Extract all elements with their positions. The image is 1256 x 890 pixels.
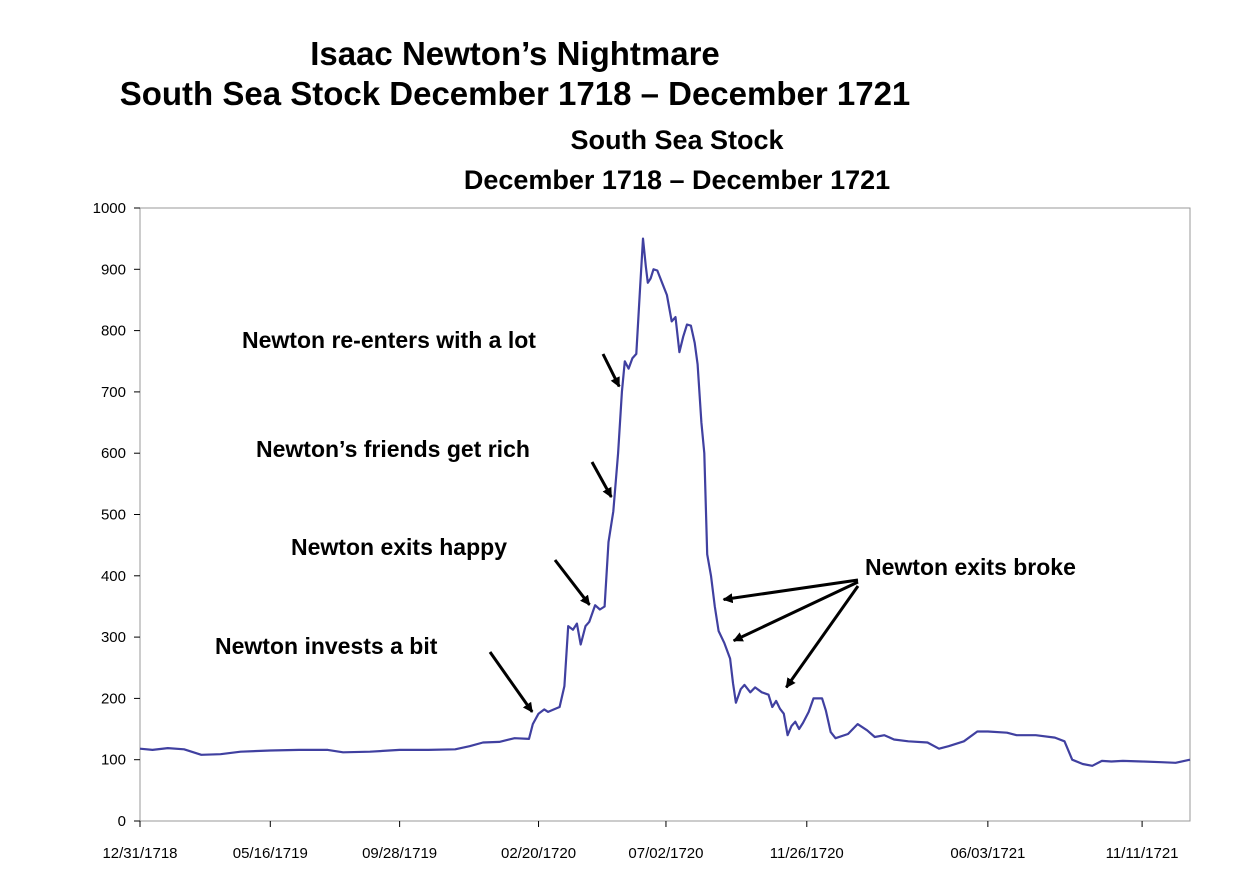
annotation-label: Newton’s friends get rich: [256, 436, 530, 462]
x-tick-label: 11/26/1720: [770, 845, 844, 862]
x-tick-label: 06/03/1721: [950, 845, 1025, 862]
x-axis: 12/31/1718 05/16/1719 09/28/1719 02/20/1720…: [102, 821, 1179, 862]
annotation-arrow: [590, 461, 613, 498]
annotation-label: Newton re-enters with a lot: [242, 327, 536, 353]
y-tick-label: 400: [101, 568, 126, 585]
chart-title-line-2: December 1718 – December 1721: [464, 165, 890, 195]
annotation-label: Newton invests a bit: [215, 633, 438, 659]
slide-title-line-2: South Sea Stock December 1718 – December…: [119, 75, 911, 112]
slide-title-line-1: Isaac Newton’s Nightmare: [310, 35, 720, 72]
chart-title-line-1: South Sea Stock: [570, 125, 784, 155]
series-layer: [139, 237, 1191, 767]
slide-title: Isaac Newton’s Nightmare South Sea Stock…: [0, 34, 1030, 114]
y-tick-label: 1000: [93, 200, 126, 217]
annotation-label: Newton exits happy: [291, 534, 507, 560]
y-tick-label: 800: [101, 323, 126, 340]
y-tick-label: 600: [101, 445, 126, 462]
y-tick-label: 700: [101, 384, 126, 401]
y-tick-label: 0: [118, 813, 126, 830]
annotation-arrow: [601, 353, 621, 388]
y-tick-label: 900: [101, 261, 126, 278]
x-tick-label: 12/31/1718: [102, 845, 177, 862]
annotation-arrow: [722, 578, 859, 604]
x-tick-label: 07/02/1720: [628, 845, 703, 862]
annotation-arrow: [553, 559, 591, 606]
annotation-arrow: [488, 651, 534, 713]
annotation-layer: Newton re-enters with a lot Newton’s frie…: [215, 327, 1076, 713]
x-tick-label: 05/16/1719: [233, 845, 308, 862]
x-tick-label: 11/11/1721: [1106, 845, 1179, 862]
series-line: [139, 237, 1191, 767]
annotation-arrow: [732, 580, 859, 643]
annotation-arrow: [785, 585, 860, 689]
plot-area: [139, 207, 1191, 822]
annotation-label: Newton exits broke: [865, 554, 1076, 580]
y-axis: 0 100 200 300 400 500 600 700 800 900 1000: [93, 200, 140, 830]
x-tick-label: 02/20/1720: [501, 845, 576, 862]
y-tick-label: 500: [101, 507, 126, 524]
y-tick-label: 300: [101, 629, 126, 646]
x-tick-label: 09/28/1719: [362, 845, 437, 862]
y-tick-label: 100: [101, 752, 126, 769]
y-tick-label: 200: [101, 690, 126, 707]
